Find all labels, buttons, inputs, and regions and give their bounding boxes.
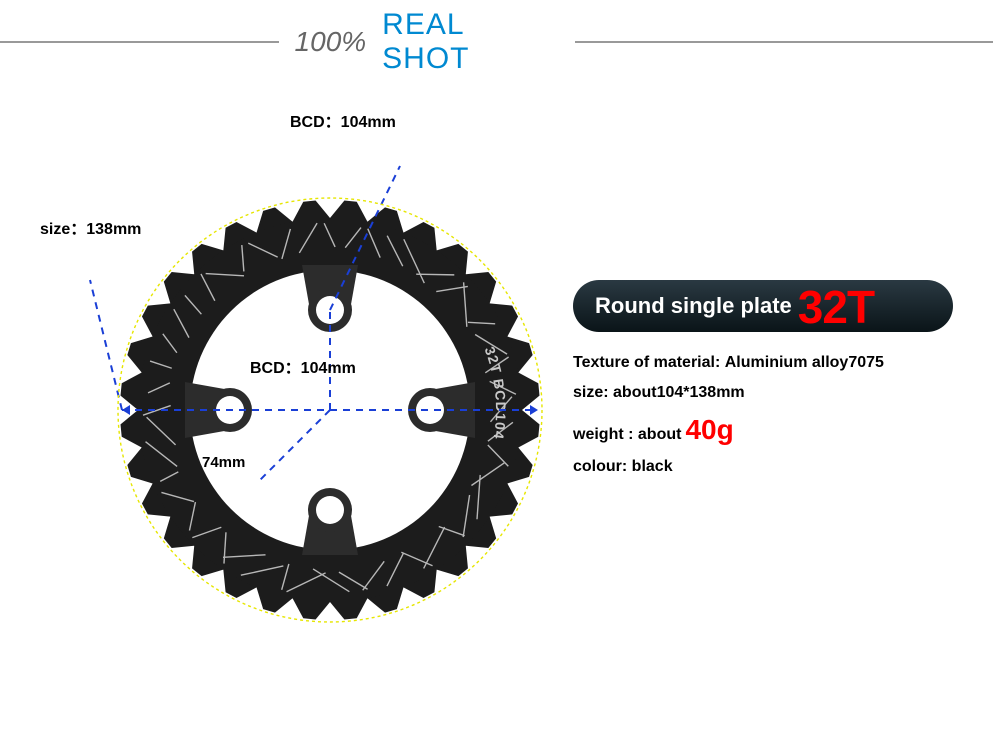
label-outer-size: size：138mm — [40, 215, 141, 239]
arrow-left — [122, 405, 130, 415]
divider-right — [575, 41, 993, 43]
badge-size: 32T — [798, 280, 874, 334]
spec-colour-key: colour: — [573, 458, 627, 476]
spec-material: Texture of material: Aluminium alloy7075 — [573, 354, 953, 372]
spec-colour: colour: black — [573, 458, 953, 476]
product-badge: Round single plate 32T — [573, 280, 953, 332]
spec-weight-key: weight : — [573, 426, 633, 444]
spec-size-key: size: — [573, 384, 609, 402]
spec-colour-val: black — [632, 458, 673, 476]
spec-weight-highlight: 40g — [685, 414, 733, 446]
badge-label: Round single plate — [595, 293, 792, 319]
spec-panel: Round single plate 32T Texture of materi… — [573, 280, 953, 488]
spec-size-val: about104*138mm — [613, 384, 745, 402]
spec-weight-prefix: about — [638, 426, 682, 444]
header-title: REAL SHOT — [382, 8, 559, 76]
spec-weight: weight : about 40g — [573, 414, 953, 446]
divider-left — [0, 41, 279, 43]
chainring-svg: 32T BCD104 — [70, 140, 590, 660]
label-bcd-mid: BCD：104mm — [250, 354, 356, 378]
spec-material-val: Aluminium alloy7075 — [725, 354, 884, 372]
chainring-diagram: 32T BCD104 size：138mm BCD：104mm BCD：104m… — [70, 140, 530, 600]
label-bcd-top: BCD：104mm — [290, 108, 396, 132]
line-outersize-leader — [90, 280, 122, 410]
header-banner: 100% REAL SHOT — [0, 8, 993, 76]
label-inner-diameter: 74mm — [202, 454, 245, 471]
spec-size: size: about104*138mm — [573, 384, 953, 402]
spec-material-key: Texture of material: — [573, 354, 720, 372]
percent-label: 100% — [295, 26, 367, 58]
arrow-right — [530, 405, 538, 415]
